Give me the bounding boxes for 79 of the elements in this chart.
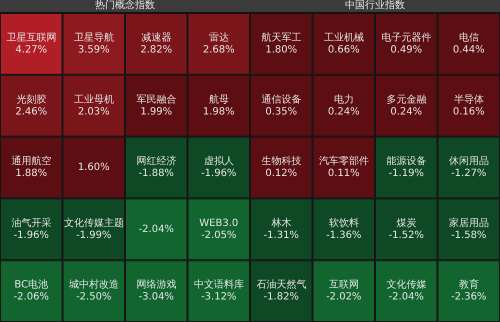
category-label: 生物科技 — [261, 155, 302, 168]
category-label: 电力 — [334, 93, 354, 106]
category-label: 航天军工 — [261, 31, 302, 44]
data-label: -1.36% — [326, 230, 362, 241]
category-label: 多元金融 — [386, 93, 426, 106]
category-label: 城中村改造 — [68, 278, 119, 291]
data-label: -2.02% — [326, 292, 362, 303]
data-label: -1.52% — [388, 230, 424, 241]
category-label: 教育 — [458, 278, 479, 291]
data-label: 2.82% — [140, 44, 172, 56]
category-label: 通用航空 — [11, 155, 52, 168]
data-label: 1.98% — [202, 106, 235, 118]
data-label: -1.96% — [14, 230, 49, 241]
data-label: 0.11% — [328, 168, 360, 180]
data-label: 0.44% — [452, 44, 485, 56]
category-label: WEB3.0 — [199, 218, 238, 229]
category-label: 石油天然气 — [256, 278, 306, 291]
category-label: 通信设备 — [261, 93, 302, 106]
category-label: 工业机械 — [324, 31, 364, 44]
data-label: 2.46% — [15, 106, 48, 118]
data-label: -1.19% — [388, 168, 424, 180]
data-label: -1.88% — [138, 168, 174, 180]
data-label: 1.80% — [265, 44, 298, 56]
data-label: 3.59% — [78, 44, 110, 56]
category-label: 光刻胶 — [16, 93, 46, 106]
data-label: -1.96% — [201, 168, 236, 180]
category-label: 减速器 — [141, 31, 172, 44]
category-label: 汽车零部件 — [318, 155, 369, 168]
data-label: -2.04% — [138, 224, 174, 235]
data-label: -3.12% — [201, 292, 236, 303]
data-label: 0.12% — [265, 168, 298, 180]
category-label: 互联网 — [328, 278, 359, 291]
category-label: 雷达 — [208, 31, 229, 44]
data-label: -1.31% — [264, 230, 299, 241]
data-label: -2.36% — [451, 292, 486, 303]
category-label: 卫星导航 — [74, 31, 114, 44]
data-label: 1.88% — [15, 168, 48, 180]
category-label: 油气开采 — [11, 216, 52, 229]
data-label: -1.82% — [264, 292, 299, 303]
data-label: -2.05% — [201, 230, 236, 241]
category-label: 虚拟人 — [204, 155, 234, 168]
data-label: 2.03% — [78, 106, 110, 118]
category-label: 军民融合 — [136, 93, 176, 106]
data-label: 4.27% — [15, 44, 48, 56]
text: 中国行业指数 — [250, 0, 500, 13]
category-label: 网络游戏 — [136, 278, 176, 291]
category-label: 电信 — [458, 31, 479, 44]
category-label: 煤炭 — [396, 216, 416, 229]
category-label: 软饮料 — [328, 216, 359, 229]
data-label: 0.16% — [452, 106, 485, 118]
data-label: 2.68% — [202, 44, 235, 56]
data-label: 1.60% — [78, 162, 110, 174]
data-label: 0.49% — [390, 44, 422, 56]
data-label: -2.06% — [14, 292, 49, 303]
data-label: 0.66% — [328, 44, 360, 56]
category-label: 休闲用品 — [448, 155, 489, 168]
category-label: 工业母机 — [74, 93, 114, 106]
category-label: 电子元器件 — [381, 31, 432, 44]
category-label: 半导体 — [454, 93, 484, 106]
category-label: 林木 — [270, 216, 292, 229]
category-label: 中文语料库 — [194, 278, 244, 291]
category-label: 文化传媒 — [386, 278, 426, 291]
data-label: 1.99% — [140, 106, 172, 118]
data-label: -1.58% — [451, 230, 486, 241]
category-label: 家居用品 — [448, 216, 489, 229]
data-label: 0.24% — [390, 106, 422, 118]
data-label: -3.04% — [138, 292, 174, 303]
data-label: -2.50% — [76, 292, 112, 303]
category-label: BC电池 — [14, 278, 48, 291]
data-label: -1.27% — [451, 168, 486, 180]
category-label: 能源设备 — [386, 155, 426, 168]
data-label: 0.24% — [328, 106, 360, 118]
data-label: 0.35% — [265, 106, 298, 118]
category-label: 网红经济 — [136, 155, 176, 168]
category-label: 航母 — [208, 93, 229, 106]
data-label: -2.04% — [388, 292, 424, 303]
category-label: 文化传媒主题 — [64, 216, 124, 229]
category-label: 卫星互联网 — [6, 31, 56, 44]
data-label: -1.99% — [76, 230, 112, 241]
